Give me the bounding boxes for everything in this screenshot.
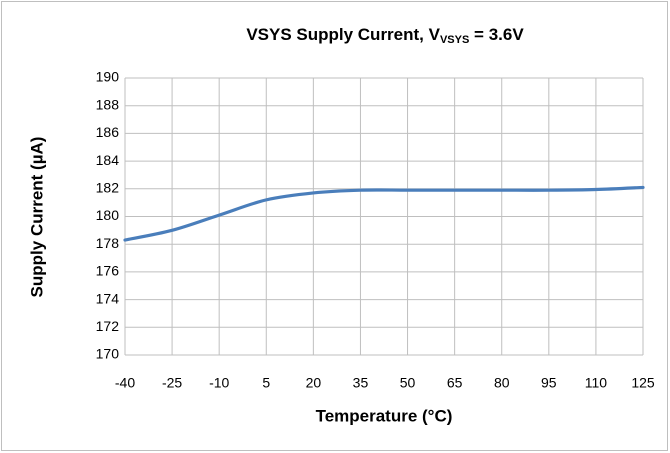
y-tick-label: 188 [96, 96, 120, 112]
y-tick-label: 170 [96, 346, 120, 362]
title-main: VSYS Supply Current, V [246, 25, 440, 44]
x-tick-label: -40 [115, 375, 135, 391]
y-tick-label: 184 [96, 152, 120, 168]
y-tick-label: 190 [96, 69, 120, 85]
y-tick-label: 180 [96, 207, 120, 223]
y-tick-label: 176 [96, 263, 120, 279]
title-subscript: VSYS [440, 34, 469, 46]
x-tick-label: 95 [541, 375, 557, 391]
x-axis-label: Temperature (°C) [316, 406, 453, 425]
x-tick-label: 35 [353, 375, 369, 391]
x-tick-label: 125 [631, 375, 655, 391]
x-tick-label: 5 [262, 375, 270, 391]
data-line [123, 185, 645, 242]
x-tick-label: 80 [494, 375, 510, 391]
x-tick-label: 50 [400, 375, 416, 391]
y-tick-label: 182 [96, 180, 120, 196]
chart-title: VSYS Supply Current, VVSYS = 3.6V [246, 25, 524, 45]
y-tick-label: 174 [96, 290, 120, 306]
x-tick-label: 110 [585, 375, 608, 391]
x-tick-label: -25 [162, 375, 182, 391]
y-tick-label: 172 [96, 318, 120, 334]
x-tick-label: 20 [306, 375, 322, 391]
y-axis-label: Supply Current (µA) [27, 137, 46, 298]
title-suffix: = 3.6V [469, 25, 524, 44]
x-tick-label: 65 [447, 375, 463, 391]
y-tick-label: 178 [96, 235, 120, 251]
x-tick-label: -10 [209, 375, 229, 391]
y-tick-label: 186 [96, 124, 120, 140]
